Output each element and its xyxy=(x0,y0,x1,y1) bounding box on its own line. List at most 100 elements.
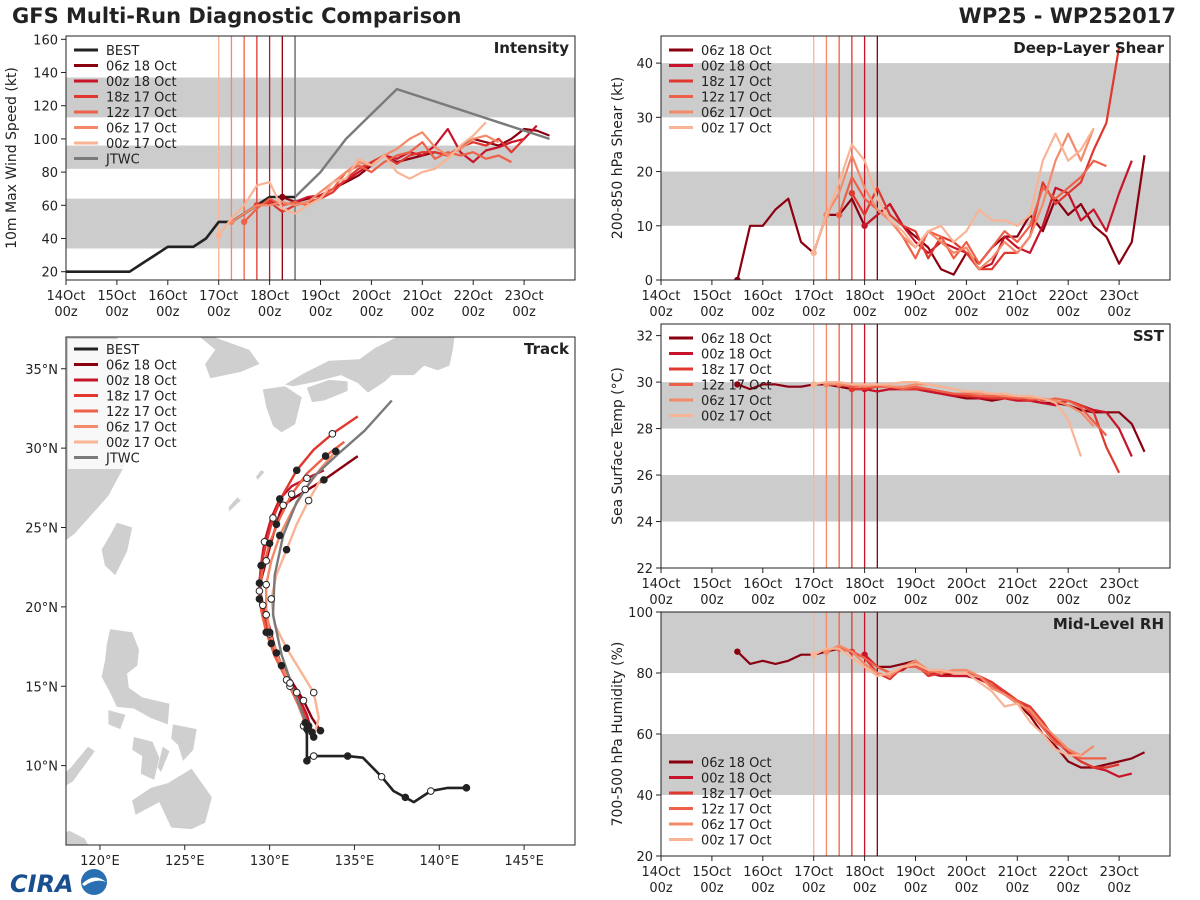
sst-legend-label-2: 18z 17 Oct xyxy=(701,363,772,378)
shear-series-start-0 xyxy=(734,276,741,280)
intensity-series-line-6 xyxy=(217,121,487,236)
intensity-legend-label-6: 00z 17 Oct xyxy=(106,137,177,152)
sst-ytick-label-1: 24 xyxy=(636,516,653,531)
rh-legend-label-5: 00z 17 Oct xyxy=(701,834,772,849)
track-legend-label-7: JTWC xyxy=(105,452,140,467)
rh-legend-label-1: 00z 18 Oct xyxy=(701,772,772,787)
intensity-ylabel: 10m Max Wind Speed (kt) xyxy=(4,67,20,249)
track-point-3-12 xyxy=(292,466,301,475)
intensity-title: Intensity xyxy=(494,39,570,57)
track-line-0 xyxy=(302,725,467,804)
sst-xtick-day-0: 14Oct xyxy=(641,577,680,592)
track-point-6-10 xyxy=(304,496,313,505)
sst-xtick-day-5: 19Oct xyxy=(896,577,935,592)
intensity-xtick-hour-0: 00z xyxy=(54,305,78,320)
shear-ylabel: 200-850 hPa Shear (kt) xyxy=(610,77,626,239)
rh-xtick-day-4: 18Oct xyxy=(845,865,884,880)
land-luzon xyxy=(101,629,170,725)
track-line-4 xyxy=(258,440,346,724)
rh-xtick-hour-1: 00z xyxy=(700,881,724,896)
rh-xtick-day-6: 20Oct xyxy=(947,865,986,880)
intensity-series-start-6 xyxy=(215,231,222,239)
rh-ytick-label-0: 20 xyxy=(636,850,653,865)
intensity-legend-label-0: BEST xyxy=(106,44,139,59)
track-xtick-label-2: 130°E xyxy=(250,854,290,869)
sst-panel: 22242628303214Oct00z15Oct00z16Oct00z17Oc… xyxy=(610,323,1171,608)
shear-xtick-day-2: 16Oct xyxy=(743,289,782,304)
track-ytick-label-0: 10°N xyxy=(25,760,58,775)
shear-xtick-day-3: 17Oct xyxy=(794,289,833,304)
rh-xtick-hour-3: 00z xyxy=(802,881,826,896)
rh-series-start-0 xyxy=(734,648,741,655)
rh-xtick-day-8: 22Oct xyxy=(1049,865,1088,880)
shear-ytick-label-2: 20 xyxy=(636,166,653,181)
intensity-legend-label-7: JTWC xyxy=(105,153,140,168)
track-ytick-label-2: 20°N xyxy=(25,601,58,616)
intensity-ytick-label-7: 160 xyxy=(33,33,58,48)
sst-xtick-day-6: 20Oct xyxy=(947,577,986,592)
track-point-1-0 xyxy=(316,726,325,735)
sst-legend-label-4: 06z 17 Oct xyxy=(701,394,772,409)
sst-series-start-5 xyxy=(810,381,817,388)
sst-legend-label-0: 06z 18 Oct xyxy=(701,332,772,347)
intensity-xtick-hour-3: 00z xyxy=(207,305,231,320)
track-legend-label-5: 06z 17 Oct xyxy=(106,421,177,436)
track-xtick-label-0: 120°E xyxy=(80,854,120,869)
shear-xtick-hour-6: 00z xyxy=(955,305,979,320)
shear-legend-label-2: 18z 17 Oct xyxy=(701,75,772,90)
track-ytick-label-1: 15°N xyxy=(25,680,58,695)
rh-ytick-label-3: 80 xyxy=(636,667,653,682)
track-point-2-14 xyxy=(303,474,311,483)
sst-xtick-hour-1: 00z xyxy=(700,593,724,608)
track-panel: 120°E 125°E 130°E 135°E 140°E 145°E 10°N 15°N 20… xyxy=(25,336,576,869)
intensity-xtick-day-3: 17Oct xyxy=(199,289,238,304)
shear-xtick-hour-7: 00z xyxy=(1006,305,1030,320)
track-point-0-2 xyxy=(426,787,435,795)
shear-series-line-4 xyxy=(825,127,1095,271)
sst-xtick-day-4: 18Oct xyxy=(845,577,884,592)
sst-series-group xyxy=(734,381,1146,474)
track-point-6-0 xyxy=(309,733,318,741)
rh-xtick-day-7: 21Oct xyxy=(998,865,1037,880)
sst-ytick-label-5: 32 xyxy=(636,330,653,345)
track-xtick-label-5: 145°E xyxy=(504,854,544,869)
land-cebu xyxy=(157,746,170,772)
sst-title: SST xyxy=(1133,327,1165,345)
track-point-0-8 xyxy=(343,752,352,760)
intensity-legend-label-3: 18z 17 Oct xyxy=(106,91,177,106)
rh-legend-label-0: 06z 18 Oct xyxy=(701,756,772,771)
track-frame xyxy=(65,336,576,846)
globe-swirl xyxy=(82,877,106,886)
intensity-xtick-hour-5: 00z xyxy=(309,305,333,320)
land-shikoku xyxy=(306,379,348,403)
sst-ytick-label-4: 30 xyxy=(636,376,653,391)
rh-xtick-hour-7: 00z xyxy=(1006,881,1030,896)
track-ytick-label-3: 25°N xyxy=(25,522,58,537)
land-taiwan xyxy=(101,522,133,576)
track-point-5-0 xyxy=(303,725,311,733)
shear-xtick-hour-0: 00z xyxy=(649,305,673,320)
track-point-2-6 xyxy=(262,611,271,619)
land-samar xyxy=(171,724,197,761)
track-point-4-10 xyxy=(287,490,296,498)
shear-series-start-1 xyxy=(861,222,868,229)
shear-band-1 xyxy=(661,63,1170,118)
track-point-3-10 xyxy=(269,514,277,522)
globe-icon xyxy=(81,869,107,895)
sst-legend-label-1: 00z 18 Oct xyxy=(701,348,772,363)
shear-ytick-label-3: 30 xyxy=(636,111,653,126)
sst-ylabel: Sea Surface Temp (°C) xyxy=(610,367,626,525)
intensity-xtick-day-7: 21Oct xyxy=(403,289,442,304)
intensity-legend-label-4: 12z 17 Oct xyxy=(106,106,177,121)
track-xtick-label-3: 135°E xyxy=(335,854,375,869)
track-point-1-8 xyxy=(255,595,264,603)
track-line-7 xyxy=(271,399,393,727)
track-point-0-0 xyxy=(462,784,471,792)
intensity-band-2 xyxy=(66,77,575,118)
shear-legend-label-0: 06z 18 Oct xyxy=(701,44,772,59)
track-point-5-8 xyxy=(275,531,284,540)
track-point-3-6 xyxy=(259,601,267,610)
track-legend-label-1: 06z 18 Oct xyxy=(106,359,177,374)
track-point-4-12 xyxy=(321,452,330,460)
shear-xtick-hour-8: 00z xyxy=(1057,305,1081,320)
